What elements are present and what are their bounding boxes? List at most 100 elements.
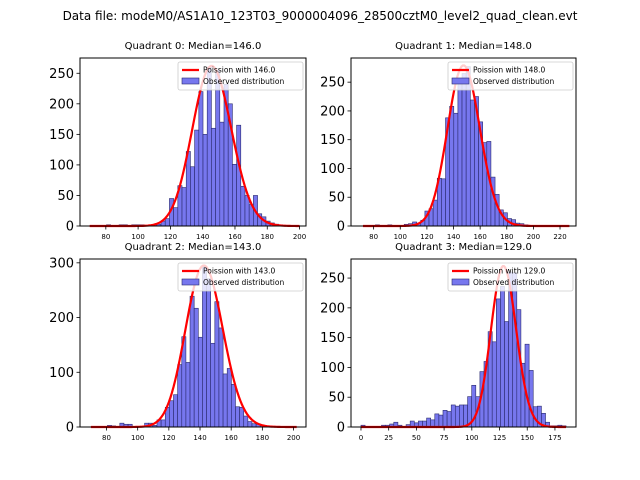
histogram-bar bbox=[185, 362, 191, 428]
x-tick-label: 120 bbox=[164, 233, 177, 241]
legend-box bbox=[177, 61, 304, 91]
x-tick-label: 140 bbox=[193, 434, 206, 442]
histogram-bar bbox=[446, 411, 452, 428]
y-tick-label: 50 bbox=[57, 189, 74, 204]
x-tick-label: 180 bbox=[261, 233, 274, 241]
histogram-bar bbox=[516, 309, 522, 428]
x-tick-label: 150 bbox=[521, 434, 534, 442]
histogram-bar bbox=[449, 106, 455, 227]
histogram-bar bbox=[457, 83, 463, 227]
x-tick-label: 200 bbox=[527, 233, 540, 241]
histogram-bar bbox=[459, 404, 464, 428]
legend-label-poisson: Poission with 148.0 bbox=[473, 66, 546, 75]
x-tick-label: 220 bbox=[553, 233, 566, 241]
y-tick-label: 100 bbox=[49, 366, 74, 381]
x-tick-label: 175 bbox=[548, 434, 561, 442]
legend-bar-swatch bbox=[451, 77, 470, 85]
histogram-bar bbox=[500, 286, 505, 428]
histogram-bar bbox=[434, 413, 440, 428]
axes-frame bbox=[350, 57, 577, 227]
histogram-bar bbox=[169, 400, 174, 428]
histogram-bar bbox=[215, 69, 221, 227]
y-tick-label: 0 bbox=[337, 220, 345, 235]
histogram-bar bbox=[247, 421, 253, 428]
histogram-bar bbox=[193, 307, 199, 428]
y-tick-label: 150 bbox=[49, 128, 74, 143]
x-tick-label: 100 bbox=[131, 233, 144, 241]
x-tick-label: 140 bbox=[196, 233, 209, 241]
histogram-bar bbox=[236, 124, 242, 227]
y-tick-label: 150 bbox=[320, 133, 345, 148]
histogram-bar bbox=[218, 327, 224, 428]
y-tick-label: 250 bbox=[49, 67, 74, 82]
legend-box bbox=[447, 61, 574, 91]
y-tick-label: 0 bbox=[66, 421, 74, 436]
legend-bar-swatch bbox=[451, 278, 470, 286]
x-tick-label: 180 bbox=[500, 233, 513, 241]
panel-title: Quadrant 2: Median=143.0 bbox=[125, 242, 262, 253]
histogram-bar bbox=[194, 129, 200, 227]
x-tick-label: 200 bbox=[287, 434, 300, 442]
figure-suptitle: Data file: modeM0/AS1A10_123T03_90000040… bbox=[62, 9, 578, 23]
legend-label-poisson: Poission with 146.0 bbox=[203, 66, 276, 75]
histogram-bar bbox=[442, 410, 448, 428]
legend-label-observed: Observed distribution bbox=[203, 77, 284, 86]
histogram-bar bbox=[232, 163, 237, 227]
y-tick-label: 250 bbox=[320, 76, 345, 91]
quadrant-2-panel: Quadrant 2: Median=143.0 0 100 200 300 80 100 1… bbox=[49, 242, 307, 442]
axes-frame bbox=[79, 258, 307, 428]
histogram-bar bbox=[206, 66, 212, 227]
histogram-bar bbox=[243, 415, 249, 428]
y-tick-label: 100 bbox=[320, 361, 345, 376]
histogram-bar bbox=[231, 384, 236, 428]
legend-bar-swatch bbox=[181, 77, 200, 85]
histogram-bar bbox=[185, 151, 191, 227]
x-tick-label: 120 bbox=[162, 434, 175, 442]
legend: Poission with 143.0 Observed distribution bbox=[177, 262, 304, 292]
histogram-bar bbox=[177, 364, 183, 428]
legend: Poission with 148.0 Observed distribution bbox=[447, 61, 574, 91]
x-tick-label: 180 bbox=[256, 434, 269, 442]
x-tick-label: 80 bbox=[101, 233, 110, 241]
quadrant-3-panel: Quadrant 3: Median=129.0 0 50 100 150 200 250 0… bbox=[320, 242, 577, 442]
x-tick-label: 0 bbox=[359, 434, 363, 442]
histogram-bar bbox=[453, 112, 459, 227]
histogram-bar bbox=[450, 404, 456, 428]
histogram-bar bbox=[461, 73, 467, 227]
histogram-bar bbox=[198, 91, 204, 227]
histogram-bar bbox=[214, 301, 220, 428]
histogram-bar bbox=[181, 187, 187, 227]
y-tick-label: 200 bbox=[49, 97, 74, 112]
histogram-bar bbox=[469, 99, 475, 227]
x-tick-label: 80 bbox=[102, 434, 111, 442]
x-tick-label: 100 bbox=[465, 434, 478, 442]
histogram-bar bbox=[465, 66, 471, 227]
axes-frame bbox=[79, 57, 307, 227]
panel-title: Quadrant 1: Median=148.0 bbox=[395, 41, 532, 52]
x-tick-label: 200 bbox=[293, 233, 306, 241]
legend-label-observed: Observed distribution bbox=[473, 278, 554, 287]
legend: Poission with 146.0 Observed distribution bbox=[177, 61, 304, 91]
histogram-bar bbox=[528, 370, 534, 428]
legend-label-poisson: Poission with 129.0 bbox=[473, 267, 546, 276]
x-tick-label: 120 bbox=[420, 233, 433, 241]
x-tick-label: 80 bbox=[369, 233, 378, 241]
x-tick-label: 75 bbox=[440, 434, 449, 442]
histogram-bar bbox=[173, 394, 178, 428]
x-tick-label: 125 bbox=[493, 434, 506, 442]
histogram-bar bbox=[512, 272, 518, 428]
x-tick-label: 100 bbox=[131, 434, 144, 442]
legend-label-poisson: Poission with 143.0 bbox=[203, 267, 276, 276]
histogram-bar bbox=[226, 368, 232, 428]
y-tick-label: 200 bbox=[320, 301, 345, 316]
histogram-bar bbox=[432, 199, 438, 227]
y-tick-label: 50 bbox=[328, 191, 345, 206]
histogram-bar bbox=[160, 419, 166, 428]
x-tick-label: 140 bbox=[447, 233, 460, 241]
histogram-bar bbox=[206, 278, 211, 428]
histogram-bar bbox=[173, 207, 179, 227]
y-tick-label: 150 bbox=[320, 331, 345, 346]
y-tick-label: 100 bbox=[49, 158, 74, 173]
histogram-bar bbox=[190, 166, 195, 227]
